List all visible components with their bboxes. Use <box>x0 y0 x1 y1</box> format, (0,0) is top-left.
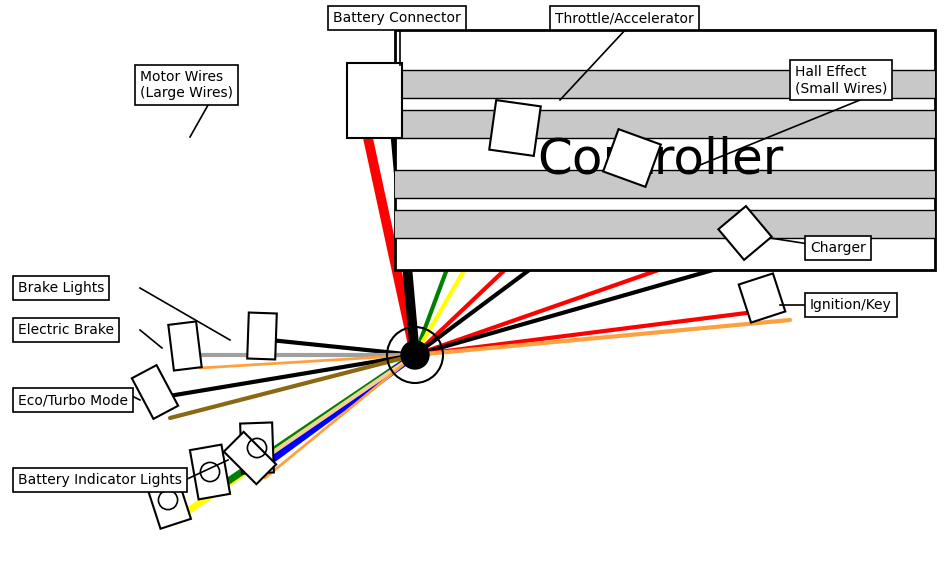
Bar <box>395 70 935 98</box>
Text: Eco/Turbo Mode: Eco/Turbo Mode <box>18 393 128 407</box>
Text: Throttle/Accelerator: Throttle/Accelerator <box>555 11 694 25</box>
FancyBboxPatch shape <box>224 432 276 484</box>
Bar <box>395 170 935 198</box>
FancyBboxPatch shape <box>718 206 772 260</box>
Text: Motor Wires
(Large Wires): Motor Wires (Large Wires) <box>140 70 233 100</box>
Text: Hall Effect
(Small Wires): Hall Effect (Small Wires) <box>795 65 887 95</box>
FancyBboxPatch shape <box>240 423 274 473</box>
FancyBboxPatch shape <box>347 63 402 138</box>
Text: Electric Brake: Electric Brake <box>18 323 114 337</box>
FancyBboxPatch shape <box>247 312 277 359</box>
FancyBboxPatch shape <box>490 100 541 156</box>
Text: Battery Indicator Lights: Battery Indicator Lights <box>18 473 182 487</box>
Text: Charger: Charger <box>810 241 865 255</box>
Text: Ignition/Key: Ignition/Key <box>810 298 892 312</box>
FancyBboxPatch shape <box>604 129 661 187</box>
Text: Battery Connector: Battery Connector <box>333 11 461 25</box>
FancyBboxPatch shape <box>190 445 230 499</box>
FancyBboxPatch shape <box>168 322 202 370</box>
FancyBboxPatch shape <box>145 471 191 529</box>
Bar <box>395 210 935 238</box>
Bar <box>395 30 935 270</box>
Bar <box>395 110 935 138</box>
Text: Controller: Controller <box>537 136 783 184</box>
Text: Brake Lights: Brake Lights <box>18 281 104 295</box>
FancyBboxPatch shape <box>132 365 178 419</box>
Circle shape <box>401 341 429 369</box>
FancyBboxPatch shape <box>738 274 786 322</box>
